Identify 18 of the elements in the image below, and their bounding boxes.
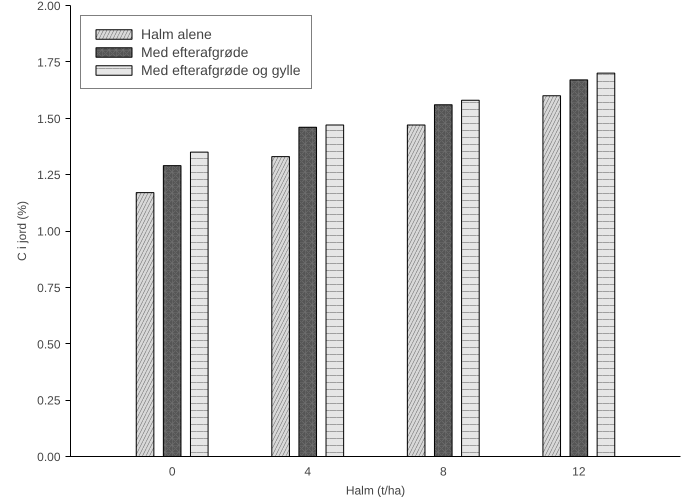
y-tick-label: 1.50 xyxy=(37,112,61,126)
legend-label: Halm alene xyxy=(141,26,212,42)
legend-label: Med efterafgrøde og gylle xyxy=(141,62,301,78)
x-tick-label: 4 xyxy=(304,464,312,478)
y-tick-label: 1.25 xyxy=(37,168,61,182)
y-tick-label: 0.75 xyxy=(37,280,61,295)
y-tick-label: 0.25 xyxy=(37,394,61,408)
x-tick-label: 0 xyxy=(168,464,176,478)
y-tick-label: 2.00 xyxy=(37,0,61,13)
x-tick-label: 8 xyxy=(440,464,447,478)
legend-label: Med efterafgrøde xyxy=(141,44,248,60)
x-tick-label: 12 xyxy=(572,464,586,478)
y-tick-label: 0.00 xyxy=(37,450,61,464)
y-axis-title: C i jord (%) xyxy=(15,200,30,262)
y-tick-label: 1.75 xyxy=(37,55,61,70)
x-axis-title: Halm (t/ha) xyxy=(346,484,406,498)
y-tick-label: 0.50 xyxy=(37,337,61,352)
y-tick-label: 1.00 xyxy=(37,224,61,238)
